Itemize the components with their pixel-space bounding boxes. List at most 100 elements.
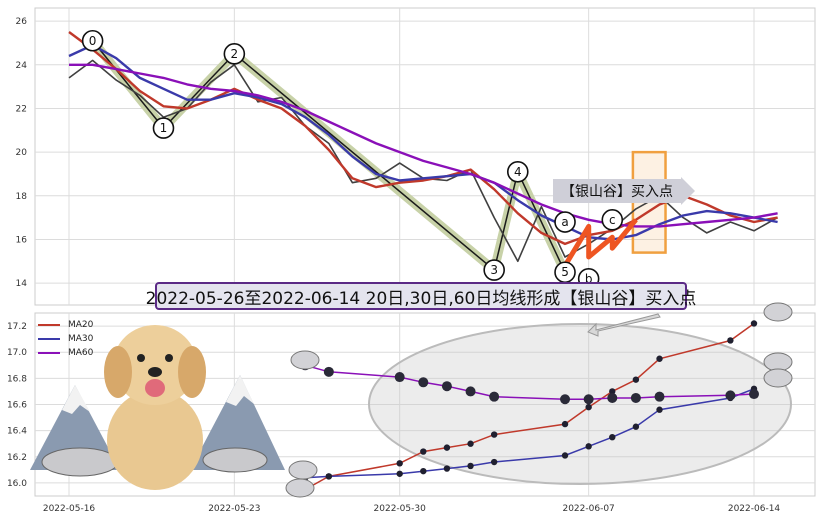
lower-y-tick-label: 16.8 bbox=[7, 374, 27, 384]
silver-ingot-icon bbox=[290, 350, 320, 370]
ma30-point bbox=[443, 465, 451, 472]
point-label-circle bbox=[554, 211, 576, 233]
point-label-circle bbox=[81, 29, 104, 52]
mountain-right-snow bbox=[226, 375, 254, 406]
dog-nose bbox=[148, 367, 162, 377]
dog-eye bbox=[137, 354, 145, 362]
point-label-text: 1 bbox=[160, 121, 168, 135]
point-label-text: 5 bbox=[561, 265, 569, 279]
main-y-tick-label: 24 bbox=[16, 61, 28, 71]
silver-ingot-icon bbox=[288, 460, 318, 480]
ma30-line bbox=[68, 43, 778, 241]
lower-y-tick-label: 17.2 bbox=[7, 322, 27, 332]
wave-line-segment bbox=[162, 53, 235, 129]
ma20-point bbox=[750, 320, 758, 327]
x-tick-label: 2022-06-14 bbox=[728, 504, 781, 514]
ma20-point bbox=[609, 388, 616, 395]
point-label-text: a bbox=[561, 215, 568, 229]
dog-illustration bbox=[104, 325, 206, 490]
ma30-point bbox=[632, 423, 640, 430]
mountain-left-decoration bbox=[30, 385, 120, 470]
x-tick-label: 2022-05-30 bbox=[374, 504, 427, 514]
ma60-point bbox=[607, 392, 618, 403]
dog-tongue bbox=[145, 379, 165, 397]
ma30-point bbox=[490, 458, 498, 466]
silver-ingot-icon bbox=[763, 302, 793, 322]
ma60-point bbox=[394, 372, 405, 383]
lower-y-tick-label: 16.2 bbox=[7, 453, 27, 463]
ma20-lower-line bbox=[304, 322, 755, 491]
ma60-point bbox=[725, 390, 736, 401]
callout-text: 【银山谷】买入点 bbox=[561, 184, 673, 200]
wave-line-segment bbox=[92, 40, 165, 129]
silver-ingot-decoration bbox=[202, 447, 268, 473]
point-label-text: 0 bbox=[89, 34, 97, 48]
point-label-a: a bbox=[554, 211, 576, 233]
main-y-tick-label: 14 bbox=[16, 279, 28, 289]
point-label-circle bbox=[601, 209, 624, 231]
dog-body bbox=[107, 390, 203, 490]
legend-swatch bbox=[38, 338, 60, 340]
ma20-point bbox=[727, 337, 734, 344]
main-y-tick-label: 22 bbox=[16, 104, 27, 114]
ma30-point bbox=[467, 462, 474, 470]
legend-entry-ma20: MA20 bbox=[38, 318, 93, 332]
main-y-tick-label: 16 bbox=[16, 235, 28, 245]
legend-entry-ma60: MA60 bbox=[38, 346, 93, 360]
dog-head bbox=[113, 325, 197, 405]
point-label-text: 3 bbox=[490, 263, 498, 277]
ma60-point bbox=[441, 381, 452, 392]
ma60-point bbox=[489, 391, 500, 402]
point-label-1: 1 bbox=[152, 117, 175, 139]
silver-ingot-decoration bbox=[41, 447, 119, 477]
point-label-circle bbox=[223, 43, 246, 65]
point-label-text: 4 bbox=[514, 165, 522, 179]
wave-line-segment bbox=[233, 53, 495, 271]
point-label-c: c bbox=[601, 209, 624, 231]
ma60-point bbox=[323, 366, 334, 377]
ma30-point bbox=[325, 473, 333, 480]
pointer-arrow bbox=[587, 313, 661, 337]
ma30-point bbox=[420, 467, 427, 475]
ma30-point bbox=[585, 443, 592, 450]
dog-ear bbox=[178, 346, 206, 398]
ma30-point bbox=[561, 452, 569, 459]
legend-entry-ma30: MA30 bbox=[38, 332, 93, 346]
dog-eye bbox=[165, 354, 173, 362]
mountain-left-snow bbox=[62, 385, 90, 414]
signal-w-stroke bbox=[562, 218, 638, 267]
legend-label: MA30 bbox=[68, 334, 94, 344]
point-label-0: 0 bbox=[81, 29, 104, 52]
point-label-text: 2 bbox=[231, 47, 239, 61]
main-panel: 14 16 18 20 22 24 26 0 1 2 3 4 5 a b c bbox=[16, 7, 816, 306]
ma30-point bbox=[609, 433, 616, 441]
silver-ingot-icon bbox=[763, 368, 793, 388]
main-y-tick-label: 20 bbox=[16, 148, 28, 158]
point-label-text: b bbox=[585, 272, 593, 286]
point-label-2: 2 bbox=[223, 43, 246, 65]
buy-point-callout: 【银山谷】买入点 bbox=[553, 177, 695, 205]
legend-swatch bbox=[38, 324, 60, 326]
ma60-point bbox=[583, 394, 594, 405]
lower-y-tick-label: 17.0 bbox=[7, 348, 27, 358]
signal-banner: 2022-05-26至2022-06-14 20日,30日,60日均线形成【银山… bbox=[146, 282, 696, 310]
lower-y-tick-label: 16.4 bbox=[7, 427, 27, 437]
ma60-point bbox=[749, 389, 759, 400]
mountain-right-decoration bbox=[190, 375, 285, 470]
ma20-point bbox=[561, 420, 569, 428]
ma20-point bbox=[443, 444, 451, 451]
ma20-point bbox=[585, 403, 592, 411]
point-label-text: c bbox=[609, 213, 616, 227]
lower-y-tick-label: 16.0 bbox=[7, 479, 27, 489]
banner-text: 2022-05-26至2022-06-14 20日,30日,60日均线形成【银山… bbox=[145, 288, 697, 309]
ma60-line bbox=[69, 63, 778, 228]
point-label-circle bbox=[152, 117, 175, 139]
ma20-point bbox=[656, 355, 663, 362]
main-y-tick-label: 26 bbox=[16, 17, 28, 27]
point-label-4: 4 bbox=[506, 160, 529, 183]
ma60-point bbox=[560, 394, 571, 405]
ma20-point bbox=[490, 431, 498, 438]
legend-label: MA60 bbox=[68, 348, 94, 358]
x-tick-label: 2022-05-16 bbox=[43, 504, 96, 514]
